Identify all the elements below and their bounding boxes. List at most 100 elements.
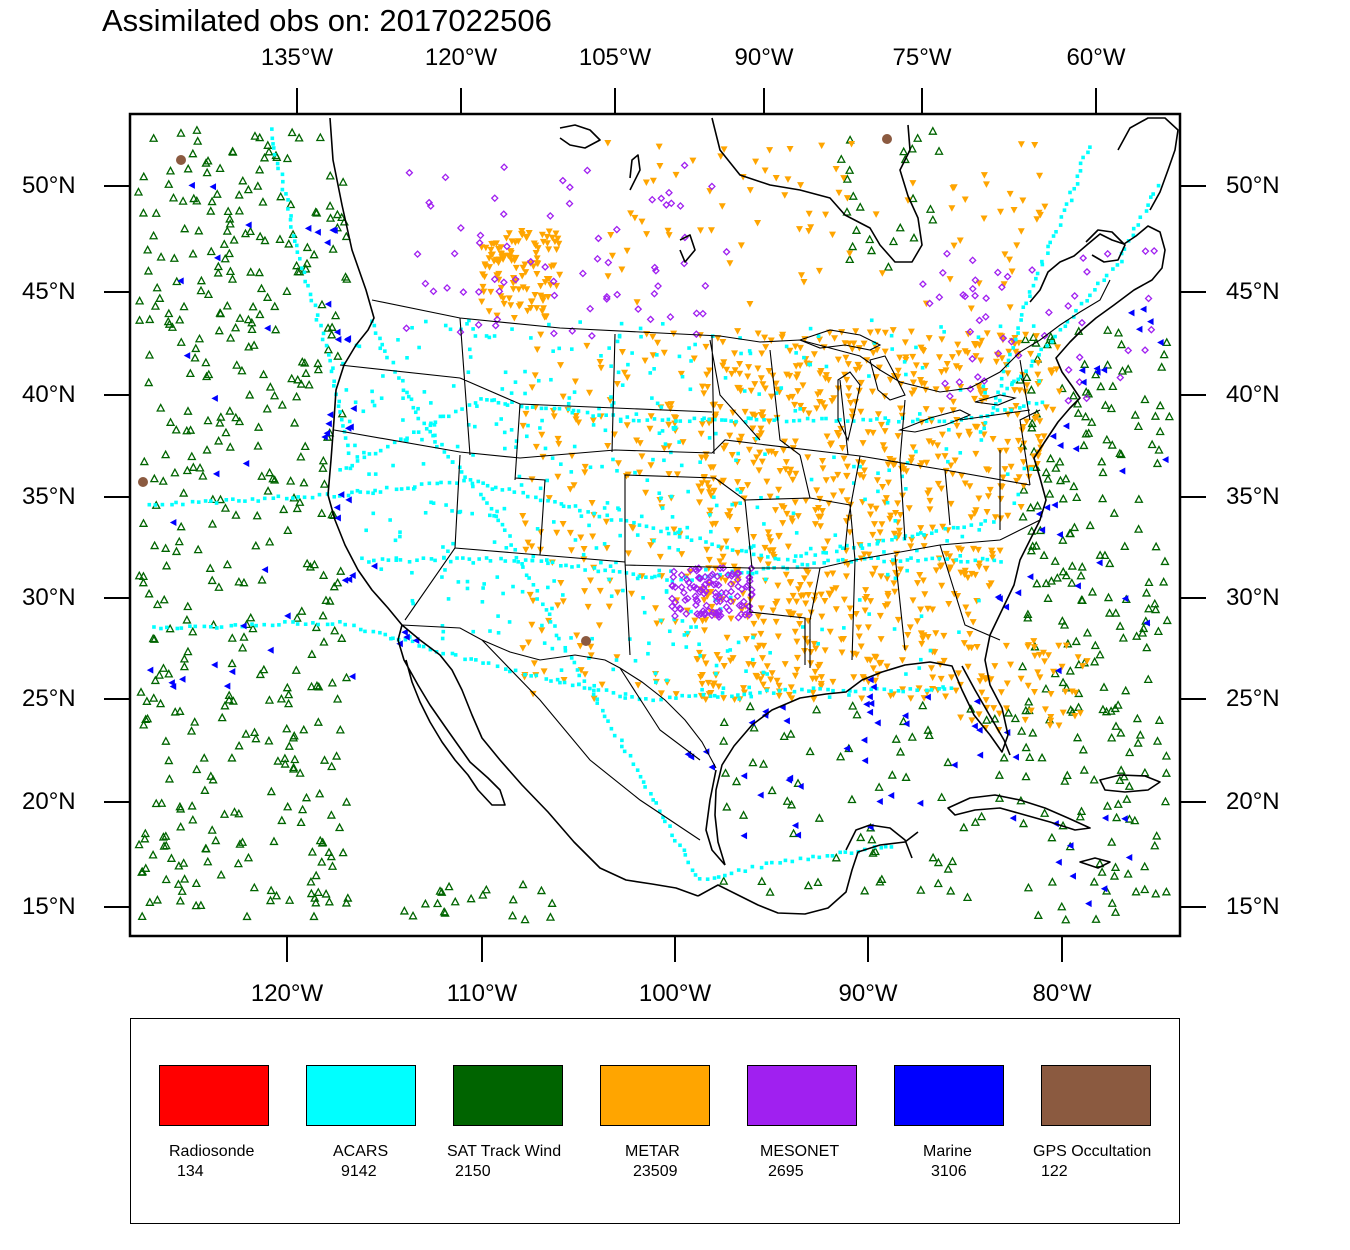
obs-marker-triangle-up-outline: [204, 369, 214, 379]
obs-marker-square: [749, 694, 754, 699]
obs-marker-diamond: [476, 231, 485, 240]
obs-marker-triangle-up-outline: [257, 471, 267, 480]
obs-marker-triangle-down: [821, 597, 829, 605]
obs-marker-triangle-down: [716, 558, 724, 565]
obs-marker-triangle-up-outline: [1152, 458, 1163, 468]
obs-marker-triangle-down: [807, 224, 815, 231]
obs-marker-square: [552, 520, 556, 524]
obs-marker-triangle-up-outline: [1104, 608, 1115, 617]
legend-label: MESONET: [760, 1143, 840, 1160]
obs-marker-square: [383, 632, 388, 637]
obs-marker-square: [571, 408, 576, 413]
obs-marker-square: [476, 479, 481, 484]
obs-marker-diamond: [654, 282, 662, 290]
obs-marker-triangle-up-outline: [962, 892, 973, 901]
obs-marker-circle: [138, 477, 148, 487]
obs-marker-square: [836, 558, 841, 563]
obs-marker-triangle-up-outline: [1132, 713, 1142, 723]
obs-marker-square: [446, 414, 451, 419]
obs-marker-triangle-down: [1048, 369, 1056, 377]
obs-marker-square: [772, 418, 776, 422]
obs-marker-triangle-down: [840, 455, 848, 463]
obs-marker-square: [405, 436, 409, 441]
obs-marker-triangle-up-outline: [1089, 775, 1099, 784]
obs-marker-triangle-up-outline: [1107, 898, 1117, 907]
obs-marker-triangle-up-outline: [970, 817, 980, 826]
obs-marker-triangle-down: [1016, 387, 1024, 394]
obs-marker-triangle-down: [524, 639, 532, 647]
obs-marker-square: [553, 499, 557, 504]
obs-marker-square: [843, 850, 848, 854]
obs-marker-triangle-up-outline: [326, 810, 336, 819]
obs-marker-triangle-up-outline: [925, 204, 936, 213]
obs-marker-square: [1021, 305, 1026, 310]
obs-marker-triangle-up-outline: [720, 768, 731, 777]
obs-marker-square: [867, 374, 871, 378]
obs-marker-square: [763, 577, 768, 582]
obs-marker-triangle-down: [557, 362, 565, 369]
obs-marker-square: [410, 598, 415, 603]
obs-marker-square: [350, 490, 354, 495]
obs-marker-diamond: [700, 580, 709, 589]
obs-marker-square: [535, 597, 539, 601]
obs-marker-triangle-down: [812, 592, 820, 599]
obs-marker-square: [942, 330, 946, 334]
obs-marker-triangle-up-outline: [164, 774, 175, 783]
obs-marker-triangle-down: [1056, 388, 1064, 396]
obs-marker-square: [373, 331, 378, 335]
obs-marker-diamond: [725, 606, 734, 615]
obs-marker-square: [609, 726, 614, 731]
obs-marker-triangle-left: [401, 628, 408, 636]
obs-marker-triangle-down: [545, 617, 553, 625]
obs-marker-triangle-left: [242, 460, 250, 468]
obs-marker-triangle-up-outline: [327, 761, 337, 771]
gulf-coastline: [697, 225, 1166, 915]
obs-marker-triangle-down: [545, 495, 553, 502]
obs-marker-triangle-left: [791, 822, 799, 830]
obs-marker-triangle-down: [705, 691, 713, 698]
obs-marker-square: [577, 673, 582, 678]
obs-marker-triangle-up-outline: [333, 351, 343, 360]
obs-marker-triangle-up-outline: [1077, 562, 1087, 571]
obs-marker-square: [818, 686, 822, 691]
obs-marker-square: [697, 642, 701, 647]
obs-marker-triangle-down: [817, 368, 825, 375]
obs-marker-triangle-down: [722, 577, 730, 585]
obs-marker-triangle-up-outline: [155, 698, 166, 708]
obs-marker-triangle-left: [1072, 445, 1080, 453]
obs-marker-square: [417, 644, 422, 648]
obs-marker-triangle-down: [586, 577, 594, 585]
obs-marker-square: [643, 785, 647, 789]
obs-marker-diamond: [1144, 294, 1153, 303]
obs-marker-triangle-down: [698, 680, 706, 688]
obs-marker-triangle-down: [700, 597, 708, 604]
obs-marker-square: [824, 364, 829, 369]
obs-marker-triangle-up-outline: [268, 473, 278, 483]
obs-marker-square: [851, 419, 856, 423]
obs-marker-square: [617, 570, 622, 574]
obs-marker-square: [891, 558, 895, 562]
obs-marker-triangle-down: [797, 593, 805, 600]
obs-marker-triangle-down: [926, 497, 934, 505]
obs-marker-square: [1024, 369, 1028, 374]
obs-marker-triangle-up-outline: [245, 390, 255, 399]
legend-count: 3106: [931, 1163, 967, 1180]
obs-marker-square: [485, 501, 489, 505]
obs-marker-square: [768, 650, 772, 655]
obs-marker-square: [697, 877, 702, 881]
obs-marker-square: [378, 448, 383, 453]
obs-marker-diamond: [968, 256, 977, 265]
obs-marker-triangle-down: [812, 507, 820, 514]
obs-marker-triangle-up-outline: [319, 755, 330, 764]
obs-marker-square: [672, 838, 677, 843]
obs-marker-triangle-up-outline: [1040, 808, 1050, 817]
obs-marker-triangle-down: [528, 621, 536, 629]
obs-marker-square: [720, 418, 724, 422]
obs-marker-triangle-up-outline: [180, 223, 190, 233]
obs-marker-square: [887, 468, 891, 473]
obs-marker-square: [311, 621, 315, 625]
obs-marker-triangle-up-outline: [1022, 372, 1032, 381]
obs-marker-square: [618, 694, 622, 699]
obs-marker-square: [363, 629, 367, 634]
obs-marker-triangle-down: [607, 231, 615, 239]
